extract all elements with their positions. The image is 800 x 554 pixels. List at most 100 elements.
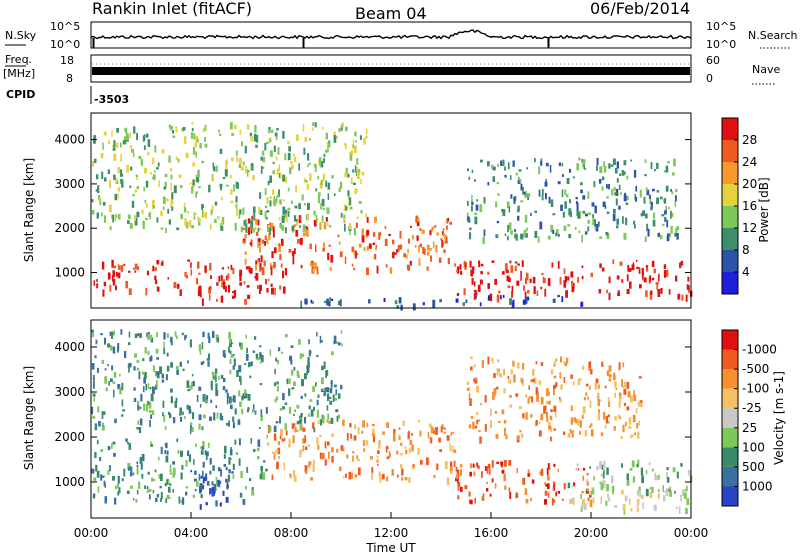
range-cell — [585, 213, 588, 217]
range-cell — [513, 197, 516, 204]
range-cell — [522, 186, 524, 195]
range-cell — [130, 166, 133, 171]
range-cell — [357, 458, 360, 462]
range-cell — [144, 347, 147, 354]
colorbar-tick-label: 12 — [742, 221, 757, 235]
y-tick-label: 1000 — [54, 266, 85, 280]
range-cell — [92, 161, 95, 167]
range-cell — [469, 463, 472, 469]
range-cell — [127, 214, 131, 220]
range-cell — [426, 244, 430, 251]
range-cell — [510, 230, 513, 235]
range-cell — [456, 293, 460, 297]
range-cell — [588, 425, 592, 428]
range-cell — [302, 427, 306, 432]
range-cell — [596, 165, 598, 171]
range-cell — [494, 411, 498, 414]
range-cell — [517, 205, 520, 212]
range-cell — [527, 469, 530, 478]
range-cell — [212, 465, 215, 471]
range-cell — [288, 146, 291, 152]
range-cell — [615, 198, 618, 206]
range-cell — [238, 214, 241, 219]
range-cell — [112, 275, 114, 282]
range-cell — [103, 131, 107, 136]
range-cell — [526, 167, 529, 170]
range-cell — [202, 331, 205, 338]
colorbar-tick-label: 4 — [742, 265, 750, 279]
range-cell — [553, 384, 556, 390]
range-cell — [622, 216, 624, 224]
range-cell — [152, 265, 155, 272]
range-cell — [577, 468, 580, 471]
range-cell — [519, 429, 522, 433]
range-cell — [260, 466, 263, 472]
range-cell — [522, 300, 526, 305]
range-cell — [561, 189, 564, 198]
range-cell — [388, 233, 391, 236]
range-cell — [273, 425, 277, 433]
range-cell — [375, 244, 378, 249]
range-cell — [112, 476, 114, 481]
range-cell — [326, 393, 330, 402]
range-cell — [277, 147, 280, 155]
range-cell — [503, 459, 507, 467]
range-cell — [93, 158, 97, 164]
range-cell — [209, 470, 212, 475]
range-cell — [127, 220, 130, 224]
range-cell — [491, 478, 494, 483]
range-cell — [132, 194, 135, 197]
range-cell — [168, 411, 170, 416]
range-cell — [356, 216, 359, 219]
range-cell — [229, 338, 232, 344]
range-cell — [124, 351, 127, 359]
range-cell — [299, 424, 303, 431]
range-cell — [507, 162, 510, 170]
range-cell — [95, 339, 98, 345]
range-cell — [663, 198, 667, 204]
range-cell — [501, 409, 505, 415]
range-cell — [422, 302, 425, 306]
range-cell — [238, 164, 241, 168]
range-cell — [622, 504, 626, 511]
range-cell — [598, 409, 600, 417]
range-cell — [100, 449, 104, 452]
range-cell — [665, 205, 667, 214]
range-cell — [439, 299, 442, 303]
range-cell — [128, 366, 130, 373]
range-cell — [258, 426, 261, 429]
range-cell — [460, 270, 463, 275]
range-cell — [141, 473, 144, 479]
range-cell — [184, 271, 187, 277]
range-cell — [230, 188, 233, 195]
range-cell — [224, 169, 228, 177]
range-cell — [436, 463, 439, 470]
range-cell — [634, 193, 637, 200]
range-cell — [223, 454, 226, 459]
range-cell — [244, 234, 247, 239]
range-cell — [564, 362, 568, 367]
range-cell — [635, 408, 638, 414]
range-cell — [670, 225, 673, 234]
range-cell — [582, 406, 586, 414]
range-cell — [263, 260, 266, 267]
range-cell — [431, 226, 435, 230]
range-cell — [573, 417, 577, 422]
range-cell — [532, 378, 535, 383]
noise-line — [90, 29, 692, 40]
range-cell — [570, 271, 574, 278]
range-cell — [645, 213, 648, 219]
range-cell — [101, 422, 104, 426]
range-cell — [228, 346, 230, 353]
range-cell — [133, 267, 135, 270]
range-cell — [407, 248, 409, 254]
range-cell — [392, 433, 396, 442]
range-cell — [205, 502, 208, 506]
range-cell — [185, 221, 189, 229]
range-cell — [228, 469, 231, 474]
range-cell — [328, 140, 331, 148]
range-cell — [129, 185, 132, 188]
range-cell — [569, 498, 572, 504]
range-cell — [504, 233, 507, 236]
